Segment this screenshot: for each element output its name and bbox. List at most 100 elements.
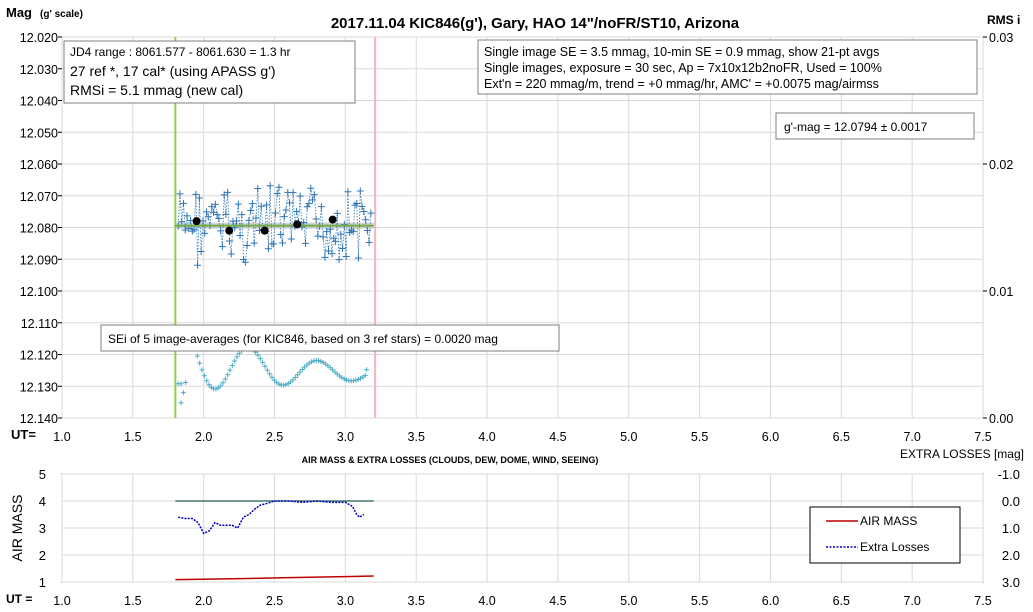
single-image-point bbox=[192, 190, 200, 198]
rms-point bbox=[264, 367, 270, 373]
legend-frame bbox=[809, 506, 961, 564]
single-image-point bbox=[252, 214, 260, 222]
y-tick-label: 12.030 bbox=[20, 63, 58, 77]
bottom-x-tick-label: 4.5 bbox=[549, 594, 566, 608]
single-image-point bbox=[266, 182, 274, 190]
sei-box-frame bbox=[100, 324, 560, 352]
single-image-point bbox=[312, 215, 320, 223]
single-image-point bbox=[321, 253, 329, 261]
single-image-point bbox=[183, 212, 191, 220]
single-image-point bbox=[195, 194, 203, 202]
single-image-point bbox=[305, 199, 313, 207]
single-image-point bbox=[243, 242, 251, 250]
single-image-point bbox=[241, 258, 249, 266]
chart-title: 2017.11.04 KIC846(g'), Gary, HAO 14"/noF… bbox=[331, 15, 740, 32]
bottom-y2-tick-label: -1.0 bbox=[998, 467, 1020, 482]
bottom-x-tick-label: 6.0 bbox=[762, 594, 779, 608]
single-image-point bbox=[280, 213, 288, 221]
single-image-point bbox=[210, 208, 218, 216]
bottom-y-tick-label: 1 bbox=[39, 575, 46, 590]
top-y2-tick-labels: 0.03 0.02 0.01 0.00 bbox=[989, 31, 1013, 426]
single-image-point bbox=[337, 230, 345, 238]
y-tick-label: 12.020 bbox=[20, 31, 58, 45]
rms-point bbox=[283, 382, 289, 388]
legend-label-extra-losses: Extra Losses bbox=[860, 540, 929, 554]
rms-point bbox=[225, 372, 231, 378]
single-image-point bbox=[328, 250, 336, 258]
single-image-point bbox=[307, 184, 315, 192]
single-image-point bbox=[286, 199, 294, 207]
bottom-x-tick-label: 6.5 bbox=[833, 594, 850, 608]
mag-result-box: g'-mag = 12.0794 ± 0.0017 bbox=[775, 112, 975, 140]
sei-box: SEi of 5 image-averages (for KIC846, bas… bbox=[100, 324, 560, 352]
rms-point bbox=[197, 360, 203, 366]
rms-point bbox=[218, 383, 224, 389]
rms-point bbox=[362, 373, 368, 379]
bottom-x-axis-label: UT = bbox=[6, 592, 32, 606]
bottom-series bbox=[175, 500, 374, 581]
single-image-point bbox=[224, 188, 232, 196]
single-image-point bbox=[211, 200, 219, 208]
single-image-point bbox=[353, 200, 361, 208]
rms-point bbox=[255, 352, 261, 358]
rms-point bbox=[269, 374, 275, 380]
y2-tick-label: 0.00 bbox=[989, 412, 1013, 426]
single-image-point bbox=[234, 200, 242, 208]
bottom-y-tick-labels: 5 4 3 2 1 bbox=[39, 467, 46, 590]
bottom-y-tick-label: 3 bbox=[39, 521, 46, 536]
bottom-x-tick-label: 4.0 bbox=[478, 594, 495, 608]
rms-point bbox=[297, 369, 303, 375]
single-image-point bbox=[264, 245, 272, 253]
rms-point bbox=[309, 359, 315, 365]
info-extinction: Ext'n = 220 mmag/m, trend = +0 mmag/hr, … bbox=[484, 77, 879, 91]
x-tick-label: 6.0 bbox=[762, 430, 779, 444]
y2-tick-label: 0.01 bbox=[989, 285, 1013, 299]
single-image-point bbox=[247, 207, 255, 215]
single-image-point bbox=[309, 196, 317, 204]
single-image-point bbox=[188, 227, 196, 235]
single-image-point bbox=[323, 228, 331, 236]
single-image-point bbox=[301, 239, 309, 247]
bottom-x-tick-label: 2.0 bbox=[195, 594, 212, 608]
rms-point bbox=[302, 364, 308, 370]
info-box-stats-frame bbox=[477, 39, 978, 95]
single-image-point bbox=[355, 254, 363, 262]
rms-point bbox=[271, 377, 277, 383]
single-image-point bbox=[208, 203, 216, 211]
y2-axis-label: RMS i bbox=[987, 13, 1020, 27]
top-series bbox=[174, 182, 375, 406]
single-image-point bbox=[176, 190, 184, 198]
rms-point bbox=[178, 381, 184, 387]
x-tick-label: 3.5 bbox=[408, 430, 425, 444]
single-image-point bbox=[199, 217, 207, 225]
y-axis-sublabel: (g' scale) bbox=[40, 9, 83, 20]
info-ref-stars: 27 ref *, 17 cal* (using APASS g') bbox=[70, 63, 276, 79]
y-tick-label: 12.090 bbox=[20, 253, 58, 267]
y-tick-label: 12.060 bbox=[20, 158, 58, 172]
top-y-tick-labels: 12.020 12.030 12.040 12.050 12.060 12.070 12.0… bbox=[20, 31, 58, 426]
single-image-point bbox=[220, 191, 228, 199]
rms-point bbox=[213, 386, 219, 392]
bottom-y-axis-label: AIR MASS bbox=[9, 495, 25, 562]
single-image-point bbox=[293, 207, 301, 215]
single-image-point bbox=[194, 261, 202, 269]
single-image-point bbox=[362, 216, 370, 224]
single-image-point bbox=[178, 218, 186, 226]
sei-box-text: SEi of 5 image-averages (for KIC846, bas… bbox=[108, 332, 498, 346]
single-image-point bbox=[217, 227, 225, 235]
single-image-point bbox=[181, 226, 189, 234]
single-image-point bbox=[263, 201, 271, 209]
rms-point bbox=[262, 363, 268, 369]
rms-point bbox=[183, 379, 189, 385]
single-image-point bbox=[310, 191, 318, 199]
y-tick-label: 12.140 bbox=[20, 412, 58, 426]
bottom-y-tick-label: 2 bbox=[39, 548, 46, 563]
x-tick-label: 3.0 bbox=[337, 430, 354, 444]
rms-point bbox=[355, 376, 361, 382]
rms-point bbox=[260, 359, 266, 365]
single-image-point bbox=[347, 226, 355, 234]
rms-point bbox=[204, 378, 210, 384]
y-tick-label: 12.120 bbox=[20, 349, 58, 363]
rms-point bbox=[220, 380, 226, 386]
average-point bbox=[328, 215, 337, 224]
